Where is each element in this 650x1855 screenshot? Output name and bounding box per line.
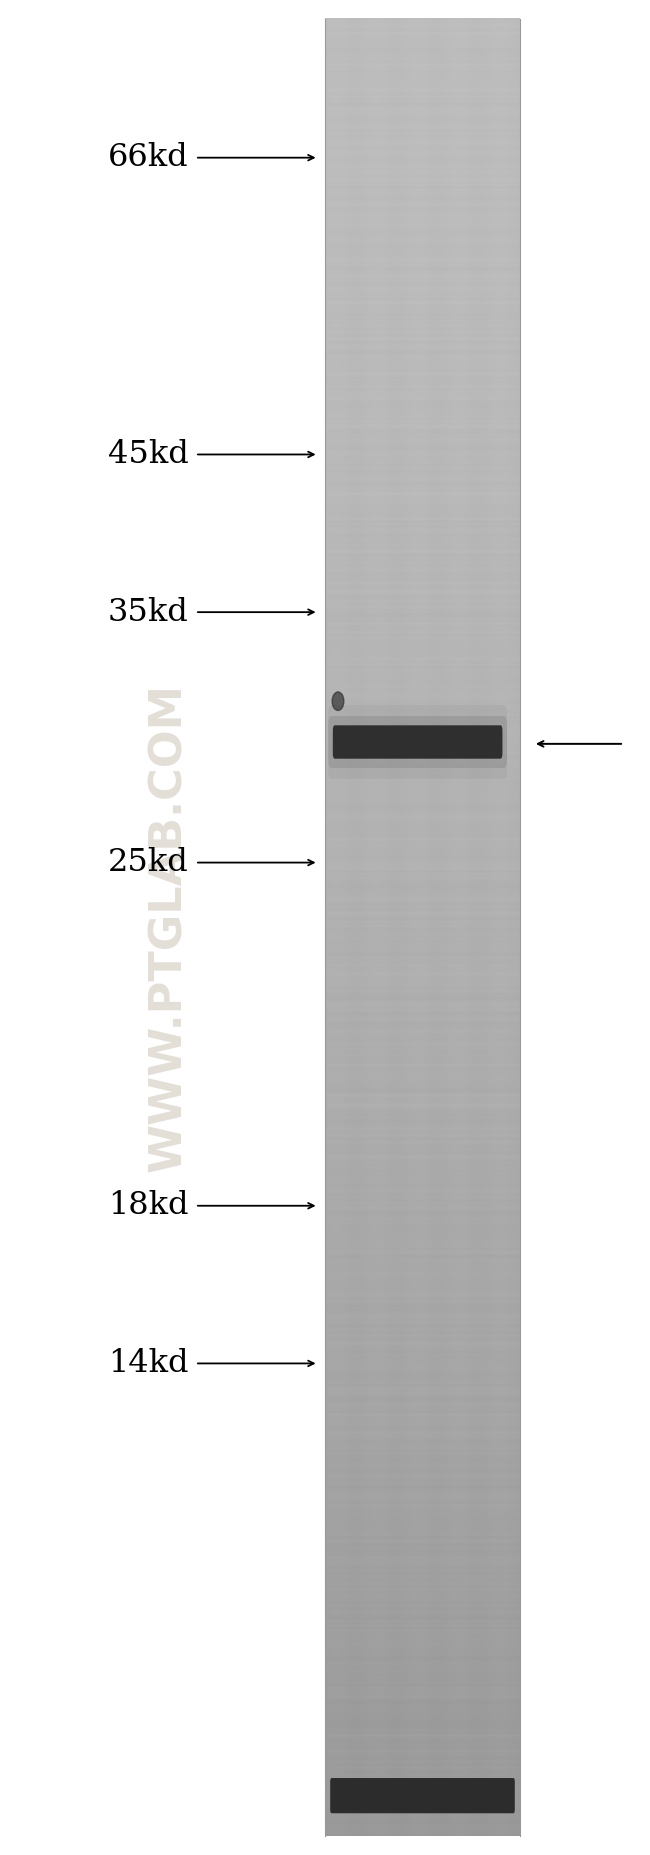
Text: WWW.PTGLAB.COM: WWW.PTGLAB.COM	[148, 683, 190, 1172]
FancyBboxPatch shape	[328, 716, 507, 768]
Text: 14kd: 14kd	[108, 1349, 188, 1378]
Text: 66kd: 66kd	[108, 143, 188, 173]
Ellipse shape	[352, 1224, 408, 1261]
Text: 35kd: 35kd	[108, 597, 188, 627]
FancyBboxPatch shape	[330, 1777, 515, 1814]
FancyBboxPatch shape	[328, 705, 507, 779]
Ellipse shape	[332, 692, 344, 710]
Text: 25kd: 25kd	[108, 848, 188, 877]
FancyBboxPatch shape	[333, 725, 502, 759]
Text: 45kd: 45kd	[108, 440, 188, 469]
Text: 18kd: 18kd	[108, 1191, 188, 1221]
